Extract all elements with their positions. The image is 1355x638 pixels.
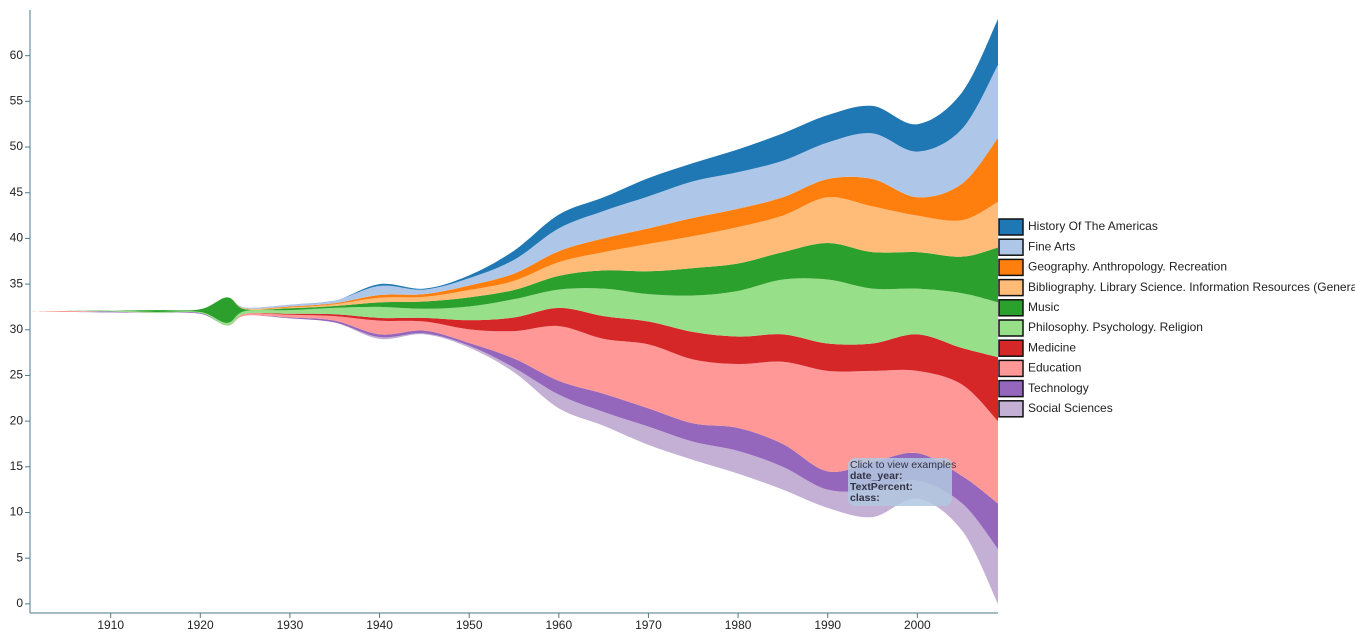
legend-label[interactable]: Education xyxy=(1028,361,1081,375)
y-tick-label: 15 xyxy=(10,459,24,473)
x-tick-label: 1980 xyxy=(725,618,752,632)
y-tick-label: 25 xyxy=(10,368,24,382)
legend-label[interactable]: Social Sciences xyxy=(1028,401,1113,415)
stream-layer[interactable] xyxy=(30,307,998,422)
stream-layer[interactable] xyxy=(30,311,998,550)
legend-swatch[interactable] xyxy=(998,238,1024,256)
y-tick-label: 35 xyxy=(10,276,24,290)
tooltip-field: date_year: xyxy=(850,470,903,482)
y-tick-label: 50 xyxy=(10,139,24,153)
y-tick-label: 20 xyxy=(10,413,24,427)
tooltip-field: class: xyxy=(850,492,880,504)
stream-layer[interactable] xyxy=(30,197,998,312)
legend-label[interactable]: Fine Arts xyxy=(1028,239,1075,253)
legend-label[interactable]: Music xyxy=(1028,300,1059,314)
legend-label[interactable]: Technology xyxy=(1028,381,1089,395)
legend-swatch[interactable] xyxy=(998,218,1024,236)
legend-label[interactable]: Bibliography. Library Science. Informati… xyxy=(1028,280,1355,294)
legend-label[interactable]: Geography. Anthropology. Recreation xyxy=(1028,260,1227,274)
stream-layer[interactable] xyxy=(30,19,998,312)
x-tick-label: 2000 xyxy=(904,618,931,632)
x-tick-label: 1930 xyxy=(277,618,304,632)
y-tick-label: 5 xyxy=(16,550,23,564)
x-tick-label: 1910 xyxy=(97,618,124,632)
y-tick-label: 55 xyxy=(10,94,24,108)
legend-swatch[interactable] xyxy=(998,319,1024,337)
tooltip-field: TextPercent: xyxy=(850,481,913,493)
tooltip-box xyxy=(848,458,952,506)
x-tick-label: 1970 xyxy=(635,618,662,632)
y-tick-label: 60 xyxy=(10,48,24,62)
legend-swatch[interactable] xyxy=(998,400,1024,418)
legend-swatch[interactable] xyxy=(998,359,1024,378)
stream-layer[interactable] xyxy=(30,311,998,604)
stream-layer[interactable] xyxy=(30,278,998,358)
legend-swatch[interactable] xyxy=(998,278,1024,297)
legend-swatch[interactable] xyxy=(998,379,1024,398)
stream-layer[interactable] xyxy=(30,311,998,504)
y-tick-label: 40 xyxy=(10,231,24,245)
legend-swatch[interactable] xyxy=(998,258,1024,277)
legend-label[interactable]: Philosophy. Psychology. Religion xyxy=(1028,320,1203,334)
x-tick-label: 1960 xyxy=(545,618,572,632)
x-tick-label: 1920 xyxy=(187,618,214,632)
tooltip-hint: Click to view examples xyxy=(850,459,956,471)
x-tick-label: 1950 xyxy=(456,618,483,632)
y-tick-label: 45 xyxy=(10,185,24,199)
y-tick-label: 0 xyxy=(16,596,23,610)
legend-label[interactable]: Medicine xyxy=(1028,340,1076,354)
stream-layer[interactable] xyxy=(30,242,998,323)
legend-label[interactable]: History Of The Americas xyxy=(1028,219,1158,233)
legend-swatch[interactable] xyxy=(998,339,1024,357)
x-tick-label: 1990 xyxy=(814,618,841,632)
y-tick-label: 30 xyxy=(10,322,24,336)
legend-swatch[interactable] xyxy=(998,299,1024,317)
x-tick-label: 1940 xyxy=(366,618,393,632)
stream-layer[interactable] xyxy=(30,64,998,312)
y-tick-label: 10 xyxy=(10,505,24,519)
stream-layer[interactable] xyxy=(30,137,998,312)
